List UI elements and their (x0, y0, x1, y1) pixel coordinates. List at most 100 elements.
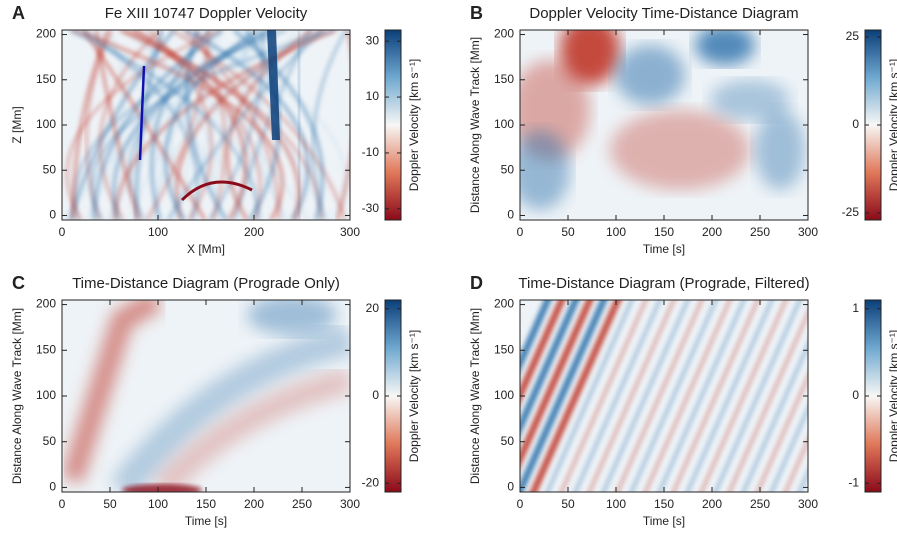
field-line (99, 30, 161, 220)
stripe (529, 300, 622, 492)
field-line (131, 30, 248, 220)
field-line (81, 30, 199, 220)
blob (520, 130, 570, 210)
field-line (85, 30, 124, 220)
colorbar-tick-label: 30 (366, 33, 380, 47)
stripe (727, 308, 808, 492)
colorbar-tick-label: 0 (852, 388, 859, 402)
y-tick-label: 50 (501, 434, 515, 448)
field-line (154, 30, 321, 220)
y-tick-label: 0 (49, 480, 56, 494)
colorbar-tick-label: -25 (842, 205, 860, 219)
chart-title: Time-Distance Diagram (Prograde Only) (72, 275, 340, 292)
field-line (113, 30, 337, 220)
x-tick-label: 0 (517, 225, 524, 239)
y-tick-label: 0 (507, 480, 514, 494)
colorbar-tick-label: 20 (366, 301, 380, 315)
blob (710, 80, 790, 120)
stripe (545, 300, 634, 492)
colorbar-tick-label: 10 (366, 89, 380, 103)
field-line (169, 30, 346, 220)
stripe (741, 340, 808, 492)
field-line (68, 30, 176, 220)
field-line (71, 30, 110, 220)
chart-title: Fe XIII 10747 Doppler Velocity (105, 5, 308, 22)
y-tick-label: 50 (43, 434, 57, 448)
x-tick-label: 150 (196, 497, 216, 511)
x-tick-label: 300 (340, 497, 360, 511)
x-tick-label: 100 (148, 497, 168, 511)
stripe (559, 300, 648, 492)
panel-letter: B (470, 3, 483, 23)
stripe (643, 300, 732, 492)
y-tick-label: 150 (494, 72, 514, 86)
field-line (66, 30, 221, 220)
colorbar-tick-label: 0 (372, 388, 379, 402)
x-tick-label: 50 (561, 225, 575, 239)
x-tick-label: 250 (292, 497, 312, 511)
stripe (520, 300, 566, 404)
field-line (106, 30, 225, 220)
y-tick-label: 200 (36, 27, 56, 41)
field-line (172, 30, 213, 220)
y-tick-label: 150 (36, 72, 56, 86)
x-tick-label: 50 (561, 497, 575, 511)
x-tick-label: 300 (798, 225, 818, 239)
stripe (601, 300, 690, 492)
x-tick-label: 200 (244, 497, 264, 511)
colorbar-label: Doppler Velocity [km s⁻¹] (407, 59, 421, 191)
x-tick-label: 200 (702, 225, 722, 239)
colorbar-tick-label: -20 (362, 475, 380, 489)
x-tick-label: 0 (59, 497, 66, 511)
colorbar-tick-label: 0 (852, 117, 859, 131)
y-axis-label: Z [Mm] (10, 106, 24, 143)
band (62, 300, 163, 484)
heatmap (62, 30, 350, 220)
blob (615, 45, 685, 105)
stripe (587, 300, 676, 492)
stripe (520, 300, 594, 468)
wave-track (138, 65, 146, 161)
y-axis-label: Distance Along Wave Track [Mm] (10, 308, 24, 484)
stripe (755, 372, 808, 492)
y-tick-label: 150 (36, 342, 56, 356)
y-tick-label: 100 (36, 117, 56, 131)
chart-title: Doppler Velocity Time-Distance Diagram (529, 5, 798, 22)
y-tick-label: 0 (507, 208, 514, 222)
y-tick-label: 200 (494, 297, 514, 311)
x-tick-label: 200 (702, 497, 722, 511)
colorbar-tick-label: -1 (848, 475, 859, 489)
x-tick-label: 100 (606, 497, 626, 511)
stripe (520, 300, 552, 373)
panel-letter: C (12, 273, 25, 293)
colorbar-label: Doppler Velocity [km s⁻¹] (887, 330, 897, 462)
colorbar-label: Doppler Velocity [km s⁻¹] (407, 330, 421, 462)
field-line (242, 30, 264, 220)
heatmap-bg (520, 300, 808, 492)
field-line (133, 30, 243, 220)
field-line (335, 30, 350, 220)
y-tick-label: 0 (49, 208, 56, 222)
panel-letter: D (470, 273, 483, 293)
band (110, 325, 350, 492)
x-tick-label: 200 (244, 225, 264, 239)
stripe (769, 403, 808, 492)
stripe (520, 300, 608, 492)
dark-column (267, 30, 280, 140)
field-line (92, 30, 223, 220)
band (152, 367, 350, 492)
y-tick-label: 100 (494, 117, 514, 131)
colorbar-tick-label: 1 (852, 301, 859, 315)
y-tick-label: 100 (494, 388, 514, 402)
stripe (629, 300, 718, 492)
blob (610, 110, 750, 190)
x-axis-label: Time [s] (643, 242, 685, 256)
stripe (520, 300, 580, 436)
y-axis-label: Distance Along Wave Track [Mm] (468, 308, 482, 484)
colorbar-tick-label: 25 (846, 29, 860, 43)
colorbar-tick-label: -10 (362, 145, 380, 159)
x-tick-label: 150 (654, 225, 674, 239)
x-tick-label: 100 (606, 225, 626, 239)
colorbar-label: Doppler Velocity [km s⁻¹] (887, 59, 897, 191)
